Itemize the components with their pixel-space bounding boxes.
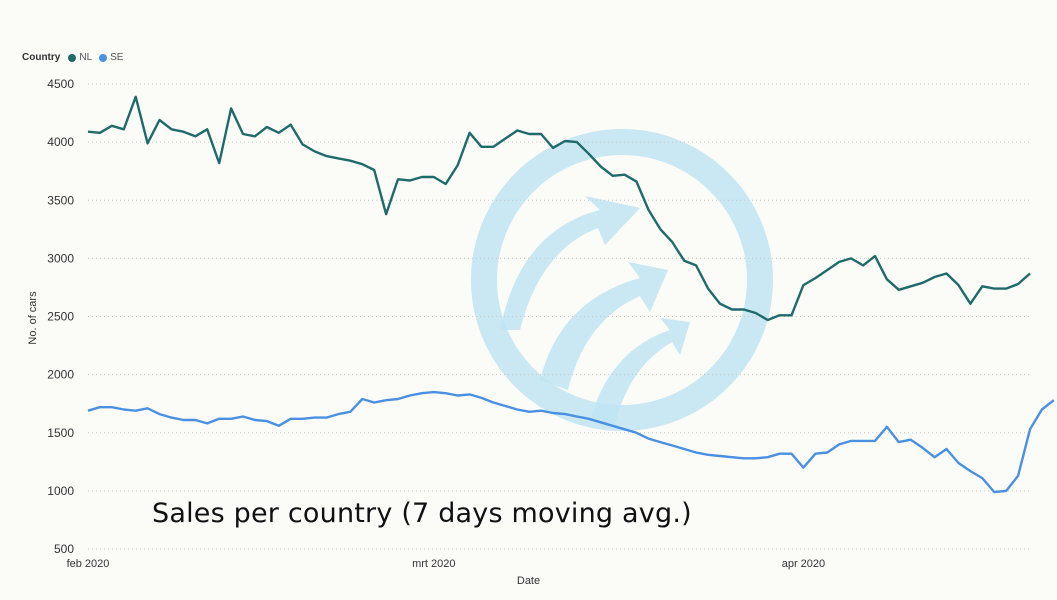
y-tick-label: 3500 (47, 193, 74, 207)
x-axis-ticks: feb 2020 mrt 2020 apr 2020 (67, 558, 826, 570)
legend-label-nl: NL (79, 52, 93, 63)
chart-caption: Sales per country (7 days moving avg.) (152, 498, 692, 529)
legend-dot-se (99, 53, 108, 62)
x-tick-label: apr 2020 (782, 558, 825, 570)
series-line-nl (87, 95, 1031, 322)
series-line-se (87, 390, 1055, 494)
watermark-logo (471, 129, 773, 431)
y-axis-ticks: 500 1000 1500 2000 2500 3000 3500 4000 4500 (47, 77, 74, 556)
x-axis-label: Date (516, 575, 541, 587)
legend-dot-nl (68, 53, 77, 62)
series-lines (87, 95, 1055, 494)
y-tick-label: 4500 (47, 77, 74, 91)
x-tick-label: feb 2020 (67, 558, 110, 570)
watermark-arrow-upper (500, 196, 640, 330)
legend-title: Country (22, 52, 61, 63)
y-tick-label: 4000 (47, 135, 74, 149)
watermark-arrow-lower (590, 318, 690, 425)
y-tick-label: 2000 (47, 368, 74, 382)
legend-label-se: SE (110, 52, 124, 63)
y-tick-label: 1000 (47, 484, 74, 498)
legend: Country NL SE (22, 52, 126, 63)
watermark-ring (471, 129, 773, 431)
y-tick-label: 500 (54, 542, 74, 556)
watermark-arrow-middle (540, 262, 668, 390)
y-tick-label: 2500 (47, 310, 74, 324)
gridlines (88, 83, 1030, 550)
y-tick-label: 3000 (47, 251, 74, 265)
x-tick-label: mrt 2020 (412, 558, 455, 570)
y-axis-label: No. of cars (27, 291, 39, 345)
legend-item-se[interactable]: SE (99, 52, 123, 63)
y-tick-label: 1500 (47, 426, 74, 440)
legend-item-nl[interactable]: NL (68, 52, 92, 63)
